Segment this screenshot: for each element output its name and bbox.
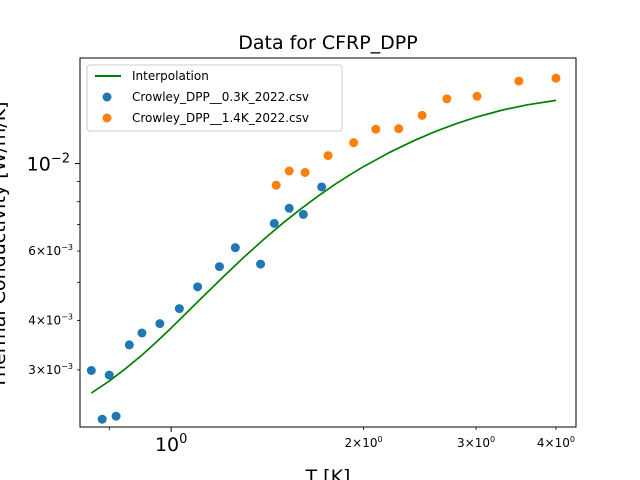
data-point-series-1	[137, 328, 147, 338]
data-point-series-1	[155, 319, 165, 329]
legend: Interpolation Crowley_DPP__0.3K_2022.csv…	[86, 64, 343, 132]
legend-label-03k: Crowley_DPP__0.3K_2022.csv	[132, 90, 309, 104]
data-point-series-2	[417, 110, 427, 120]
data-point-series-1	[269, 218, 279, 228]
data-point-series-2	[442, 94, 452, 104]
legend-marker-14k	[102, 113, 112, 123]
data-point-series-1	[284, 203, 294, 213]
data-point-series-2	[300, 167, 310, 177]
data-point-series-2	[349, 138, 359, 148]
plot-frame	[79, 57, 577, 428]
data-point-series-2	[394, 124, 404, 134]
data-point-series-1	[174, 304, 184, 314]
y-major-tick-label: 10−2	[27, 151, 70, 175]
x-minor-tick-label: 3×100	[457, 435, 495, 450]
chart-title: Data for CFRP_DPP	[238, 32, 417, 54]
data-point-series-2	[472, 91, 482, 101]
data-point-series-2	[323, 151, 333, 161]
x-minor-tick-label: 2×100	[345, 435, 383, 450]
data-point-series-1	[124, 340, 134, 350]
legend-marker-03k	[102, 92, 112, 102]
y-minor-tick-label: 3×10−3	[28, 362, 73, 377]
data-point-series-1	[317, 182, 327, 192]
data-point-series-2	[271, 180, 281, 190]
x-major-tick-label: 100	[155, 432, 187, 456]
data-point-series-2	[371, 124, 381, 134]
data-point-series-1	[256, 259, 266, 269]
data-point-series-1	[97, 414, 107, 424]
data-point-series-1	[86, 365, 96, 375]
data-point-series-1	[193, 282, 203, 292]
data-point-series-1	[298, 209, 308, 219]
data-point-series-1	[104, 370, 114, 380]
y-minor-tick-label: 4×10−3	[28, 313, 73, 328]
data-point-series-2	[284, 166, 294, 176]
legend-label-14k: Crowley_DPP__1.4K_2022.csv	[132, 111, 309, 125]
data-point-series-2	[514, 76, 524, 86]
y-minor-tick-label: 6×10−3	[28, 243, 73, 258]
data-point-series-1	[230, 243, 240, 253]
plot-content: 100 2×100 3×100 4×100 10−2 3×10−3 4×10−3 6×10−3	[27, 73, 575, 456]
x-minor-tick-label: 4×100	[537, 435, 575, 450]
data-point-series-2	[551, 73, 561, 83]
legend-box	[86, 64, 343, 132]
interpolation-line	[90, 99, 557, 394]
y-axis-label: Thermal Conductivity [W/m/K]	[0, 101, 10, 389]
data-point-series-1	[111, 411, 121, 421]
legend-label-interpolation: Interpolation	[132, 69, 209, 83]
x-axis-label: T [K]	[305, 466, 351, 480]
data-point-series-1	[214, 262, 224, 272]
